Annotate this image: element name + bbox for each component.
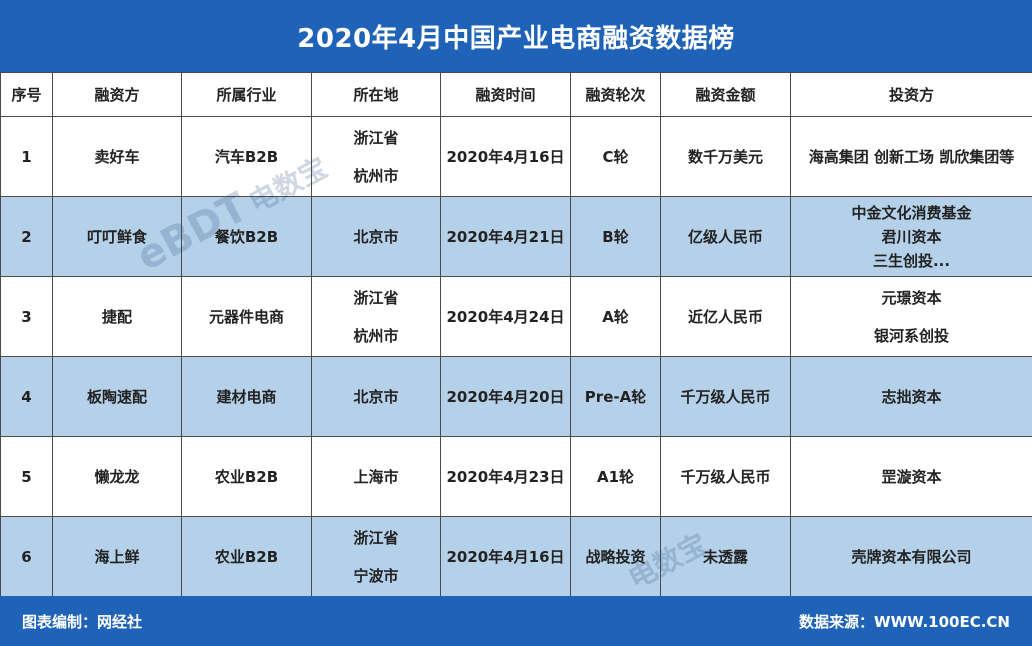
cell-amount: 未透露 <box>660 516 791 597</box>
cell-no: 4 <box>0 356 53 437</box>
column-header-amount: 融资金额 <box>660 72 791 117</box>
table-header-row: 序号 融资方 所属行业 所在地 融资时间 融资轮次 融资金额 投资方 <box>0 72 1032 117</box>
cell-date: 2020年4月23日 <box>440 436 571 517</box>
cell-date: 2020年4月24日 <box>440 276 571 357</box>
location-line: 浙江省 <box>353 288 399 307</box>
table-row: 5 懒龙龙 农业B2B 上海市 2020年4月23日 A1轮 千万级人民币 罡漩… <box>0 436 1032 517</box>
cell-amount: 数千万美元 <box>660 116 791 197</box>
cell-industry: 汽车B2B <box>181 116 312 197</box>
location-line: 杭州市 <box>353 166 399 185</box>
cell-date: 2020年4月20日 <box>440 356 571 437</box>
location-line: 宁波市 <box>353 566 399 585</box>
column-header-location: 所在地 <box>311 72 441 117</box>
cell-investors: 海高集团 创新工场 凯欣集团等 <box>790 116 1032 197</box>
location-line: 浙江省 <box>353 128 399 147</box>
column-header-round: 融资轮次 <box>570 72 661 117</box>
location-line: 浙江省 <box>353 528 399 547</box>
cell-industry: 元器件电商 <box>181 276 312 357</box>
cell-company: 捷配 <box>52 276 182 357</box>
cell-location: 浙江省 杭州市 <box>311 276 441 357</box>
location-line: 杭州市 <box>353 326 399 345</box>
cell-round: Pre-A轮 <box>570 356 661 437</box>
cell-company: 懒龙龙 <box>52 436 182 517</box>
footer-bar: 图表编制：网经社 数据来源：WWW.100EC.CN <box>0 596 1032 646</box>
table-row: 2 叮叮鲜食 餐饮B2B 北京市 2020年4月21日 B轮 亿级人民币 中金文… <box>0 196 1032 277</box>
cell-investors: 罡漩资本 <box>790 436 1032 517</box>
cell-amount: 亿级人民币 <box>660 196 791 277</box>
funding-table: 序号 融资方 所属行业 所在地 融资时间 融资轮次 融资金额 投资方 1 卖好车… <box>0 72 1032 597</box>
cell-investors: 中金文化消费基金 君川资本 三生创投... <box>790 196 1032 277</box>
data-source: 数据来源：WWW.100EC.CN <box>799 612 1010 631</box>
cell-no: 5 <box>0 436 53 517</box>
page-title: 2020年4月中国产业电商融资数据榜 <box>0 0 1032 72</box>
cell-date: 2020年4月21日 <box>440 196 571 277</box>
cell-industry: 农业B2B <box>181 436 312 517</box>
column-header-no: 序号 <box>0 72 53 117</box>
cell-investors: 元璟资本 银河系创投 <box>790 276 1032 357</box>
cell-no: 6 <box>0 516 53 597</box>
cell-round: C轮 <box>570 116 661 197</box>
cell-amount: 近亿人民币 <box>660 276 791 357</box>
cell-location: 北京市 <box>311 356 441 437</box>
cell-location: 浙江省 杭州市 <box>311 116 441 197</box>
cell-location: 浙江省 宁波市 <box>311 516 441 597</box>
cell-amount: 千万级人民币 <box>660 436 791 517</box>
cell-location: 北京市 <box>311 196 441 277</box>
chart-author: 图表编制：网经社 <box>22 612 143 631</box>
table-row: 1 卖好车 汽车B2B 浙江省 杭州市 2020年4月16日 C轮 数千万美元 … <box>0 116 1032 197</box>
cell-round: A轮 <box>570 276 661 357</box>
cell-company: 海上鲜 <box>52 516 182 597</box>
cell-no: 2 <box>0 196 53 277</box>
investor-line: 银河系创投 <box>873 326 949 345</box>
column-header-industry: 所属行业 <box>181 72 312 117</box>
cell-no: 1 <box>0 116 53 197</box>
cell-company: 叮叮鲜食 <box>52 196 182 277</box>
cell-investors: 壳牌资本有限公司 <box>790 516 1032 597</box>
column-header-date: 融资时间 <box>440 72 571 117</box>
cell-company: 卖好车 <box>52 116 182 197</box>
table-row: 3 捷配 元器件电商 浙江省 杭州市 2020年4月24日 A轮 近亿人民币 元… <box>0 276 1032 357</box>
investor-line: 元璟资本 <box>881 288 942 307</box>
cell-date: 2020年4月16日 <box>440 116 571 197</box>
cell-date: 2020年4月16日 <box>440 516 571 597</box>
cell-industry: 农业B2B <box>181 516 312 597</box>
table-row: 6 海上鲜 农业B2B 浙江省 宁波市 2020年4月16日 战略投资 未透露 … <box>0 516 1032 597</box>
cell-industry: 餐饮B2B <box>181 196 312 277</box>
investor-line: 三生创投... <box>872 251 951 270</box>
table-row: 4 板陶速配 建材电商 北京市 2020年4月20日 Pre-A轮 千万级人民币… <box>0 356 1032 437</box>
column-header-investors: 投资方 <box>790 72 1032 117</box>
cell-round: B轮 <box>570 196 661 277</box>
cell-round: A1轮 <box>570 436 661 517</box>
cell-industry: 建材电商 <box>181 356 312 437</box>
cell-amount: 千万级人民币 <box>660 356 791 437</box>
investor-line: 中金文化消费基金 <box>851 203 972 222</box>
cell-round: 战略投资 <box>570 516 661 597</box>
cell-investors: 志拙资本 <box>790 356 1032 437</box>
column-header-company: 融资方 <box>52 72 182 117</box>
cell-no: 3 <box>0 276 53 357</box>
cell-location: 上海市 <box>311 436 441 517</box>
investor-line: 君川资本 <box>881 227 942 246</box>
cell-company: 板陶速配 <box>52 356 182 437</box>
